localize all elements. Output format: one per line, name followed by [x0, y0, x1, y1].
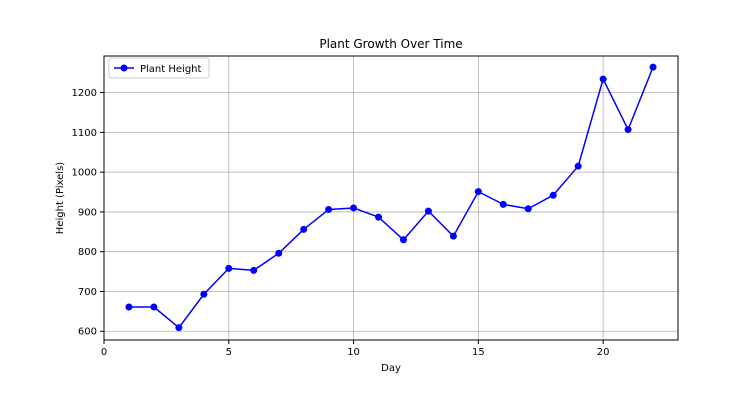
data-point: [375, 213, 383, 221]
data-point: [200, 290, 208, 298]
series-layer: [125, 63, 657, 332]
series-line-plant-height: [128, 66, 654, 329]
data-point: [325, 206, 333, 214]
x-axis-ticks: 0 5 10 15 20: [101, 340, 610, 358]
data-point: [424, 207, 432, 215]
legend-box: [108, 57, 210, 79]
data-point: [499, 200, 507, 208]
x-tick-label: 5: [226, 347, 232, 358]
y-tick-label: 1100: [72, 128, 97, 139]
data-point: [624, 126, 632, 134]
plot-frame: [103, 55, 679, 341]
data-point: [225, 264, 233, 272]
data-point: [250, 266, 258, 274]
legend: Plant Height: [108, 57, 210, 79]
y-axis-ticks: 600 700 800 900 1000 1100 1200: [72, 88, 104, 338]
x-tick-label: 20: [597, 347, 610, 358]
data-point: [300, 225, 308, 233]
legend-label: Plant Height: [140, 64, 202, 75]
y-tick-label: 1000: [72, 168, 97, 179]
data-point: [649, 63, 657, 71]
x-tick-label: 15: [472, 347, 485, 358]
data-point: [275, 249, 283, 257]
data-point: [449, 232, 457, 240]
y-axis-label: Height (Pixels): [55, 162, 66, 234]
data-point: [549, 191, 557, 199]
grid-lines: [103, 56, 678, 340]
data-point: [150, 303, 158, 311]
legend-marker-swatch: [120, 64, 128, 72]
data-point: [350, 204, 358, 212]
y-tick-label: 800: [78, 247, 97, 258]
data-point: [574, 162, 582, 170]
data-point: [474, 188, 482, 196]
y-tick-label: 900: [78, 207, 97, 218]
x-tick-label: 0: [101, 347, 107, 358]
x-tick-label: 10: [347, 347, 360, 358]
y-tick-label: 600: [78, 327, 97, 338]
chart-title: Plant Growth Over Time: [319, 37, 462, 51]
data-point: [599, 75, 607, 83]
data-point: [175, 324, 183, 332]
x-axis-label: Day: [381, 363, 401, 374]
data-point: [399, 236, 407, 244]
y-tick-label: 1200: [72, 88, 97, 99]
data-point: [524, 205, 532, 213]
data-point: [125, 303, 133, 311]
y-tick-label: 700: [78, 287, 97, 298]
